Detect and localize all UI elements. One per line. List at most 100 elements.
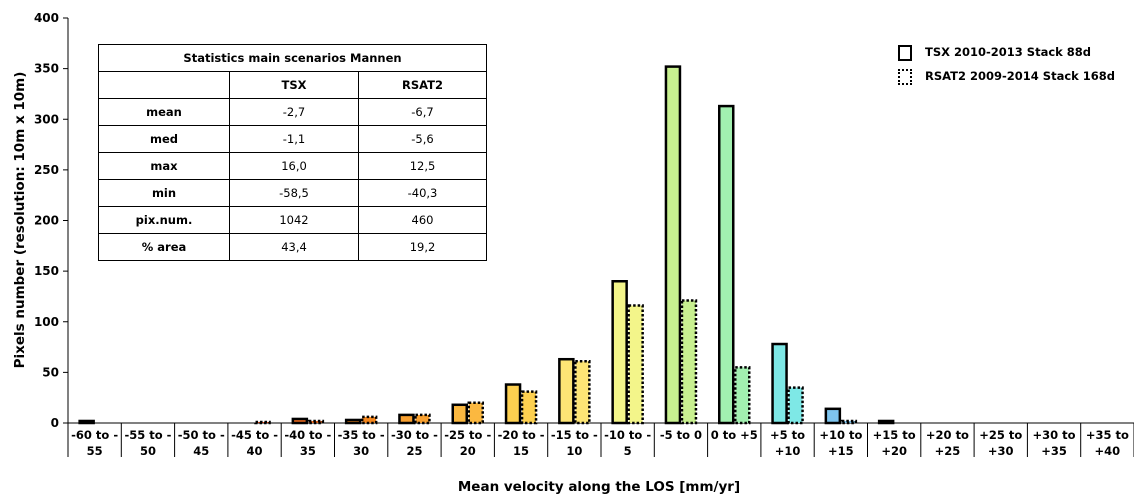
x-tick-label: +20 <box>881 444 907 458</box>
bar-rsat2 <box>360 415 378 425</box>
y-tick-label: 150 <box>34 264 59 278</box>
bar-rsat2 <box>414 413 431 425</box>
bar-tsx <box>291 417 309 425</box>
x-tick-label: +30 to <box>1033 428 1076 442</box>
stats-cell-tsx: -58,5 <box>229 179 359 207</box>
stats-cell-tsx: 16,0 <box>229 152 359 180</box>
bar-rsat2 <box>520 390 538 425</box>
bar-tsx <box>664 65 682 425</box>
stats-cell-rsat2: -40,3 <box>358 179 487 207</box>
bar-tsx <box>877 419 895 425</box>
y-tick-label: 250 <box>34 163 59 177</box>
x-tick-label: 0 to +5 <box>711 428 758 442</box>
stats-cell-rsat2: 19,2 <box>358 233 487 261</box>
x-tick-label: -55 to - <box>124 428 171 442</box>
bar-tsx <box>611 280 628 425</box>
x-tick-label: 40 <box>247 444 263 458</box>
y-axis-label: Pixels number (resolution: 10m x 10m) <box>12 71 28 369</box>
x-tick-label: -5 to 0 <box>660 428 702 442</box>
stats-row-area: % area 43,4 19,2 <box>98 233 487 261</box>
x-tick-label: +35 <box>1041 444 1067 458</box>
x-tick-label: +35 to <box>1086 428 1129 442</box>
x-tick-label: -15 to - <box>551 428 598 442</box>
stats-header-rsat2: RSAT2 <box>358 71 487 99</box>
stats-cell-tsx: 43,4 <box>229 233 359 261</box>
x-tick-label: 45 <box>193 444 209 458</box>
bar-tsx <box>398 413 415 425</box>
x-tick-label: +15 to <box>873 428 916 442</box>
x-tick-label: 55 <box>87 444 103 458</box>
bar-tsx <box>771 342 788 425</box>
stats-cell-rsat2: -6,7 <box>358 98 487 126</box>
stats-row-max: max 16,0 12,5 <box>98 152 487 180</box>
x-tick-label: 10 <box>566 444 582 458</box>
bar-rsat2 <box>680 299 698 425</box>
stats-cell-rsat2: 12,5 <box>358 152 487 180</box>
stats-table-title: Statistics main scenarios Mannen <box>98 44 487 72</box>
bar-rsat2 <box>574 359 591 425</box>
y-tick-label: 300 <box>34 112 59 126</box>
stats-row-label: mean <box>98 98 230 126</box>
y-tick-label: 50 <box>42 365 59 379</box>
x-tick-label: -40 to - <box>284 428 331 442</box>
y-tick-label: 0 <box>51 416 59 430</box>
stats-cell-tsx: -1,1 <box>229 125 359 153</box>
x-tick-label: +40 <box>1095 444 1121 458</box>
x-tick-label: 35 <box>300 444 316 458</box>
x-tick-label: 25 <box>406 444 422 458</box>
stats-row-label: pix.num. <box>98 206 230 234</box>
legend-swatch-solid <box>898 45 912 61</box>
stats-cell-rsat2: 460 <box>358 206 487 234</box>
bar-rsat2 <box>627 304 644 425</box>
x-tick-label: -60 to - <box>71 428 118 442</box>
bar-tsx <box>451 403 468 425</box>
bar-tsx <box>504 383 522 425</box>
y-tick-label: 100 <box>34 315 59 329</box>
y-tick-label: 200 <box>34 214 59 228</box>
legend-label-rsat2: RSAT2 2009-2014 Stack 168d <box>925 69 1116 83</box>
stats-cell-tsx: 1042 <box>229 206 359 234</box>
stats-title-row: Statistics main scenarios Mannen <box>98 44 487 72</box>
bar-tsx <box>78 419 95 425</box>
bar-tsx <box>718 104 735 425</box>
x-tick-label: +10 <box>775 444 801 458</box>
x-tick-label: +5 to <box>770 428 805 442</box>
stats-header-row: TSX RSAT2 <box>98 71 487 99</box>
stats-row-label: % area <box>98 233 230 261</box>
stats-row-label: min <box>98 179 230 207</box>
y-tick-label: 400 <box>34 11 59 25</box>
x-tick-label: +20 to <box>926 428 969 442</box>
x-tick-label: 20 <box>460 444 476 458</box>
x-tick-label: -45 to - <box>231 428 278 442</box>
stats-header-cell <box>98 71 230 99</box>
x-tick-label: 50 <box>140 444 156 458</box>
stats-row-label: max <box>98 152 230 180</box>
x-tick-label: +25 to <box>979 428 1022 442</box>
stats-cell-rsat2: -5,6 <box>358 125 487 153</box>
bar-tsx <box>824 407 842 425</box>
stats-header-tsx: TSX <box>229 71 359 99</box>
x-tick-label: +10 to <box>819 428 862 442</box>
x-tick-label: 5 <box>624 444 632 458</box>
stats-row-pixnum: pix.num. 1042 460 <box>98 206 487 234</box>
stats-cell-tsx: -2,7 <box>229 98 359 126</box>
x-tick-label: -25 to - <box>444 428 491 442</box>
statistics-table: Statistics main scenarios Mannen TSX RSA… <box>98 44 487 261</box>
x-tick-label: 15 <box>513 444 529 458</box>
stats-row-min: min -58,5 -40,3 <box>98 179 487 207</box>
x-tick-label: +25 <box>935 444 961 458</box>
stats-row-mean: mean -2,7 -6,7 <box>98 98 487 126</box>
y-tick-label: 350 <box>34 62 59 76</box>
x-axis-label: Mean velocity along the LOS [mm/yr] <box>457 479 741 495</box>
x-tick-label: -35 to - <box>338 428 385 442</box>
x-tick-label: -10 to - <box>604 428 651 442</box>
x-tick-label: +15 <box>828 444 854 458</box>
bar-tsx <box>558 357 575 425</box>
x-tick-label: -20 to - <box>498 428 545 442</box>
y-axis-title: Pixels number (resolution: 10m x 10m) <box>4 0 36 440</box>
x-tick-label: +30 <box>988 444 1014 458</box>
stats-row-med: med -1,1 -5,6 <box>98 125 487 153</box>
x-tick-label: -50 to - <box>178 428 225 442</box>
bar-rsat2 <box>307 419 325 425</box>
